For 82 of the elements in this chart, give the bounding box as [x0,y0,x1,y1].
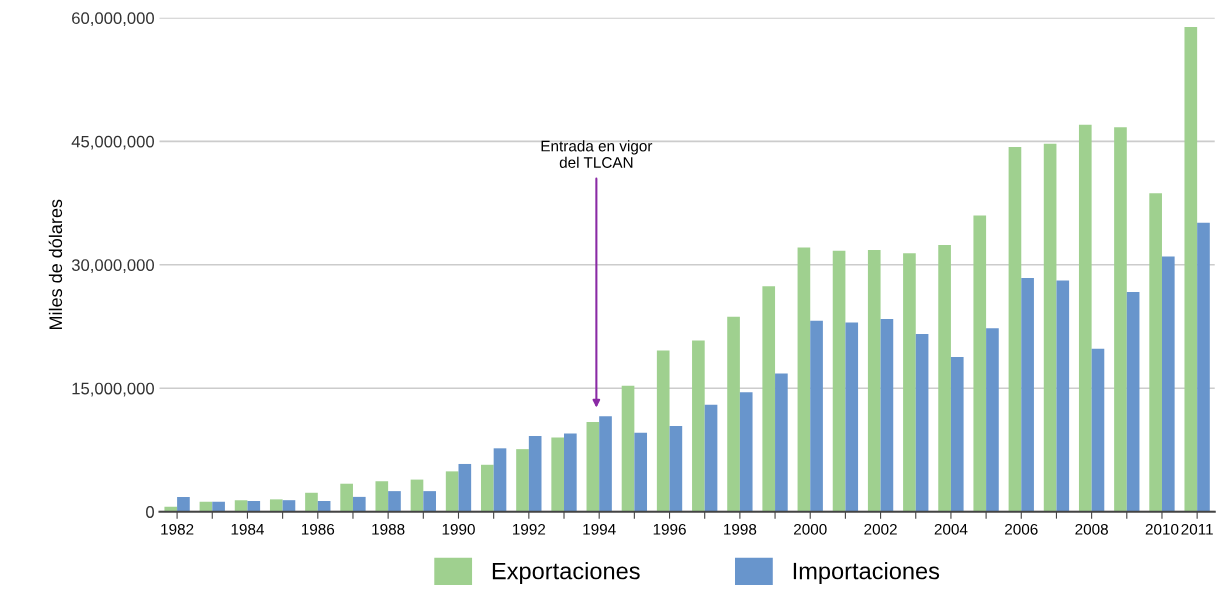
bar [938,245,951,512]
bar [1056,280,1070,512]
bar [986,328,999,512]
bar [551,437,565,512]
bar [1161,256,1175,512]
bar [1078,124,1092,512]
bar [269,499,283,512]
bar [1091,348,1105,512]
bar [973,215,987,512]
bar [305,492,318,512]
bar [1043,143,1057,512]
bar [1114,127,1127,512]
bar [445,471,459,512]
x-tick-label: 1986 [301,523,335,535]
x-tick-label: 1992 [513,523,546,535]
bar [915,333,929,512]
bar [775,373,788,512]
x-tick-label: 1984 [231,523,264,535]
x-tick-label: 2010 [1145,523,1179,535]
bar [388,491,401,512]
bar [692,340,705,512]
bar [458,463,472,512]
x-tick-label: 2000 [794,523,827,535]
bar [234,500,248,512]
bar [528,435,542,512]
x-tick-label: 2011 [1181,523,1213,535]
bar [599,416,612,512]
bar [762,286,776,512]
bar [704,404,718,512]
bar [669,426,683,512]
bar [564,433,577,512]
bar [516,449,529,512]
annotation: Entrada en vigor del TLCAN [541,140,653,168]
bar [810,320,823,512]
bar [903,253,916,512]
bar [739,392,753,512]
x-tick-label: 2008 [1075,523,1108,535]
x-tick-label: 1982 [161,523,194,535]
bar [423,491,436,512]
bar [481,464,494,512]
bar [634,432,648,512]
bar [1149,193,1162,512]
x-tick-label: 2006 [1005,523,1038,535]
bar [340,483,353,512]
bar [1197,222,1210,512]
x-tick-label: 1996 [653,523,686,535]
bar [1021,277,1034,512]
y-tick-label: 45,000,000 [71,135,155,150]
x-tick-label: 1990 [442,523,475,535]
bar [375,481,389,512]
y-tick-label: 15,000,000 [72,382,155,397]
bar [621,385,635,512]
x-tick-label: 2002 [864,523,897,535]
bar [177,496,190,512]
y-tick-label: 30,000,000 [71,259,155,273]
y-axis-title: Miles de dólares [48,199,63,330]
legend-label: Exportaciones [492,562,640,585]
bar [1008,147,1022,512]
legend-label: Importaciones [793,562,940,585]
x-tick-label: 1998 [724,523,757,535]
bar [845,322,859,512]
bar [1126,291,1140,512]
bar [282,500,296,512]
bar [352,496,366,512]
bar [410,479,424,512]
bar [586,421,600,512]
bar [832,250,846,512]
bar [797,247,811,512]
bar [727,316,740,512]
bar [493,448,507,512]
x-tick-label: 1994 [583,523,616,535]
x-tick-label: 1988 [372,523,405,535]
bar [1184,26,1198,512]
bar [950,356,964,512]
bar [247,501,261,512]
y-tick-label: 0 [146,506,154,518]
x-tick-label: 2004 [934,523,968,535]
bar [867,249,881,512]
bar [212,501,225,512]
y-tick-label: 60,000,000 [72,12,155,27]
bar [656,350,670,512]
bar [880,319,894,512]
